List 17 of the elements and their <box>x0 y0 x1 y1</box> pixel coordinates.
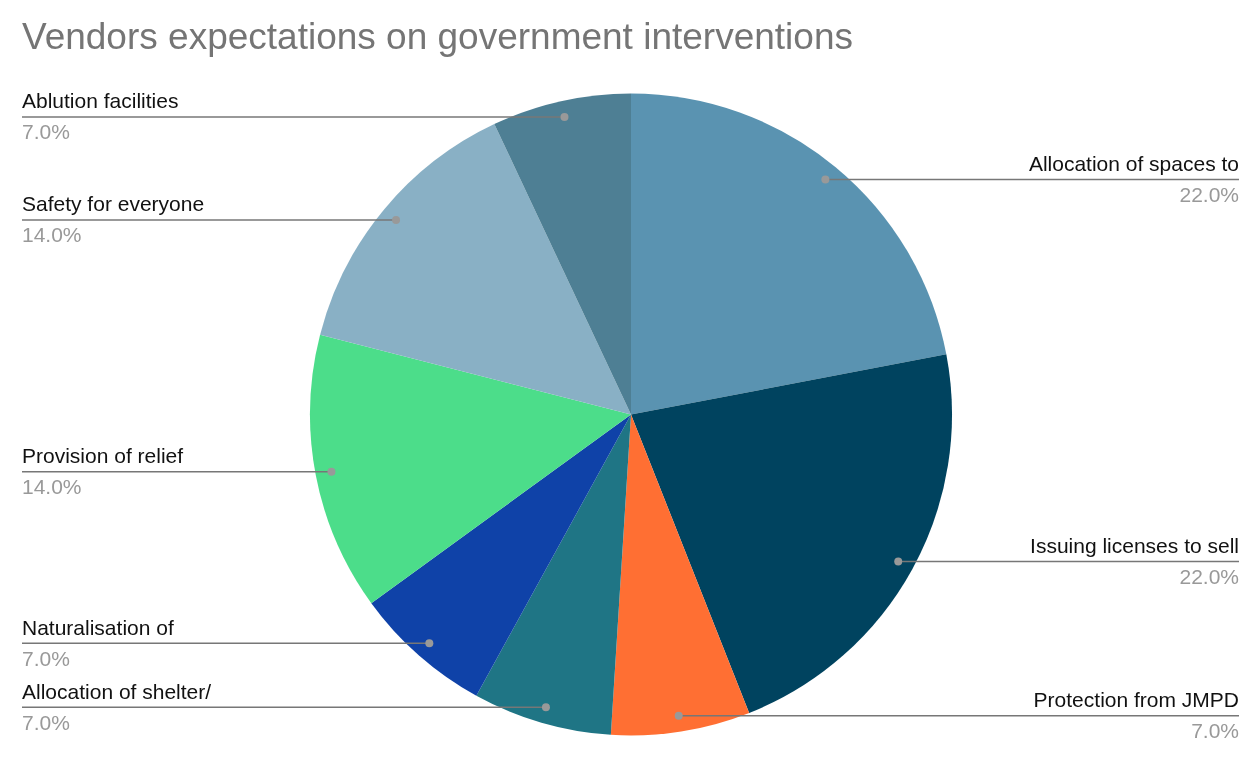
data-label: 7.0% <box>22 646 70 670</box>
data-label: 7.0% <box>22 710 70 734</box>
data-label: 22.0% <box>1179 564 1239 588</box>
data-label: 22.0% <box>1179 182 1239 206</box>
slice-label: Ablution facilities <box>22 89 179 113</box>
slice-label: Safety for everyone <box>22 192 205 216</box>
data-label: 14.0% <box>22 474 82 498</box>
slice-label: Allocation of spaces to <box>1028 151 1239 175</box>
slice-label: Provision of relief <box>22 443 184 467</box>
slice-label: Naturalisation of <box>22 615 174 639</box>
data-label: 14.0% <box>22 223 82 247</box>
slice-label: Issuing licenses to sell <box>1030 533 1239 557</box>
chart-title: Vendors expectations on government interventions <box>22 16 853 58</box>
slice-label: Allocation of shelter/ <box>22 679 212 703</box>
data-label: 7.0% <box>22 120 70 144</box>
data-label: 7.0% <box>1191 718 1239 742</box>
slice-label: Protection from JMPD <box>1033 687 1239 711</box>
